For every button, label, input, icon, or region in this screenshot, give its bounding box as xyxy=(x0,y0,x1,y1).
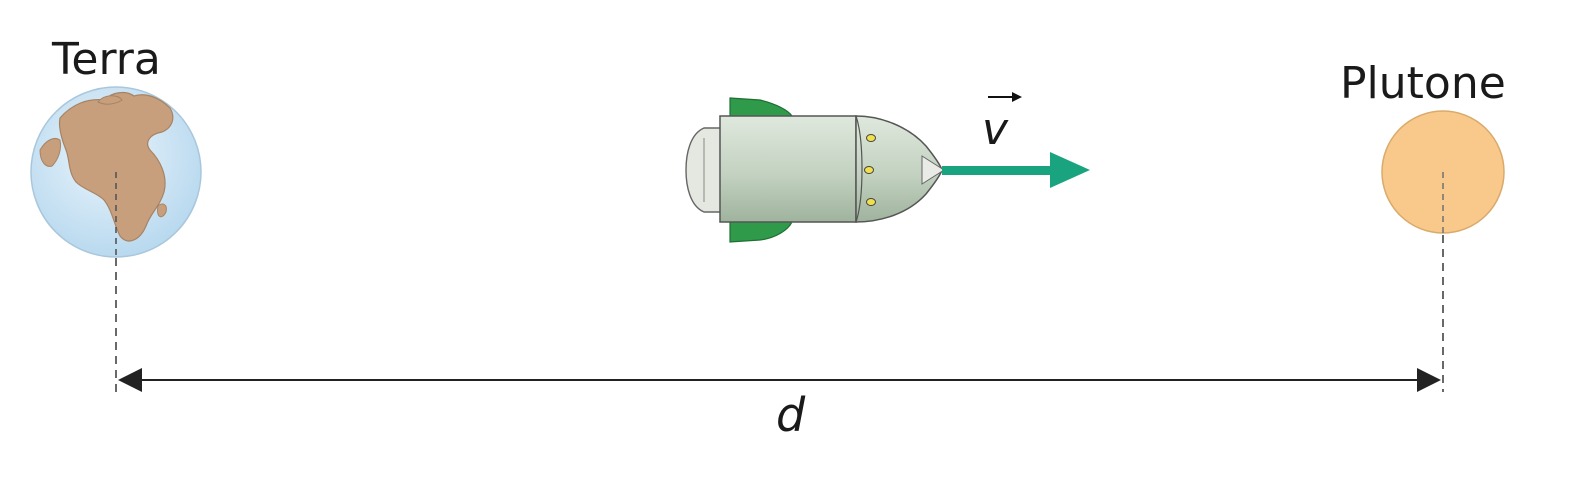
rocket-icon xyxy=(685,97,945,243)
velocity-label: v xyxy=(982,104,1009,155)
pluto-label: Plutone xyxy=(1340,58,1506,109)
velocity-arrow xyxy=(942,152,1090,188)
vector-symbol-arrow xyxy=(988,92,1022,102)
earth-globe-icon xyxy=(30,86,202,258)
distance-label: d xyxy=(776,388,806,442)
earth-label: Terra xyxy=(52,34,161,85)
planet-icon xyxy=(1381,110,1505,234)
